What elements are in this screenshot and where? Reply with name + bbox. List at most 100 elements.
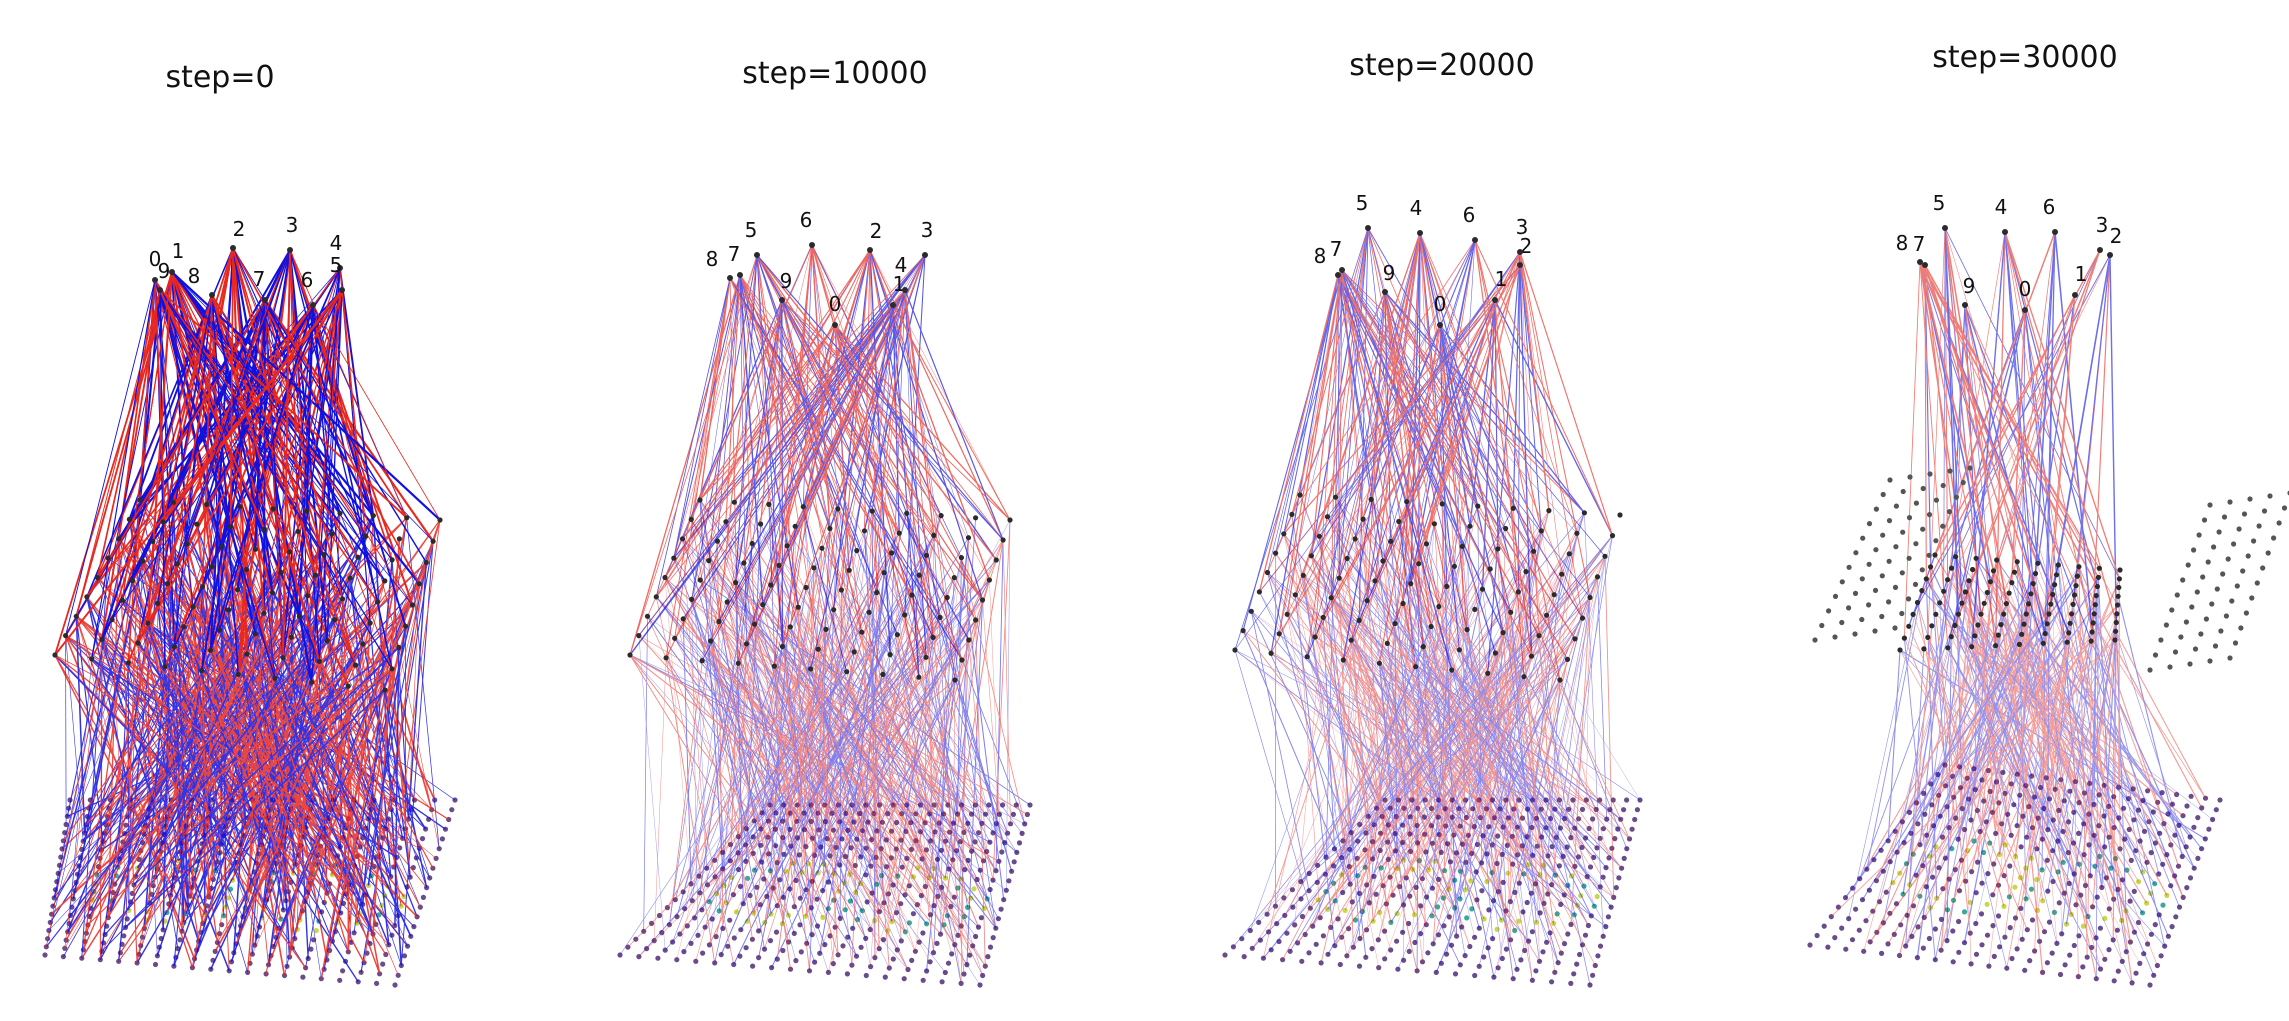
output-node	[2022, 307, 2028, 313]
hidden-node	[1392, 620, 1398, 627]
edge	[128, 294, 213, 520]
input-node	[1942, 855, 1948, 861]
edge	[210, 294, 321, 662]
edge	[869, 249, 1011, 521]
input-node	[340, 968, 346, 974]
input-node	[2096, 823, 2102, 829]
hidden-node	[1994, 557, 2000, 563]
input-node	[1222, 952, 1228, 958]
edge	[810, 668, 965, 917]
edge	[1520, 556, 1606, 960]
hidden-node	[1368, 496, 1374, 502]
hidden-node	[2249, 595, 2255, 601]
edge	[1270, 274, 1339, 654]
hidden-node	[2276, 520, 2282, 526]
input-node	[2148, 850, 2154, 856]
edge	[2005, 603, 2044, 973]
hidden-node	[1538, 528, 1544, 534]
input-node	[1897, 870, 1903, 876]
edge	[220, 546, 302, 846]
edge	[407, 562, 427, 820]
edge	[314, 574, 416, 801]
edge	[876, 289, 906, 593]
hidden-node	[1566, 551, 1572, 557]
hidden-node	[1893, 544, 1899, 550]
input-node	[727, 841, 734, 848]
input-node	[420, 894, 426, 901]
edge	[1862, 644, 2020, 900]
hidden-node	[252, 631, 258, 637]
edge	[2078, 566, 2088, 958]
hidden-node	[916, 674, 922, 680]
hidden-node	[1932, 552, 1938, 558]
hidden-node	[1376, 660, 1382, 666]
input-node	[1956, 949, 1962, 955]
input-node	[1942, 762, 1948, 768]
hidden-node	[370, 513, 376, 519]
edge	[1341, 521, 1399, 875]
hidden-node	[2071, 592, 2078, 598]
input-node	[858, 944, 864, 950]
input-node	[990, 935, 996, 941]
hidden-node	[1472, 606, 1478, 613]
hidden-node	[1852, 631, 1858, 637]
edge	[325, 513, 341, 828]
input-node	[1915, 924, 1921, 930]
input-node	[1904, 912, 1910, 918]
output-node	[310, 302, 316, 308]
edge	[1964, 304, 2096, 605]
edge	[944, 599, 983, 879]
input-node	[2161, 821, 2167, 827]
edge	[778, 565, 893, 922]
hidden-node	[1459, 543, 1465, 549]
edge	[1955, 556, 2081, 896]
edge	[326, 640, 415, 801]
input-node	[2029, 917, 2036, 923]
output-label-8: 8	[1896, 231, 1909, 255]
hidden-node	[287, 549, 293, 555]
output-label-5: 5	[745, 218, 758, 242]
edge	[904, 289, 935, 536]
edge	[892, 304, 920, 678]
edge	[1491, 556, 1606, 873]
input-node	[1621, 855, 1627, 862]
hidden-node	[973, 617, 979, 623]
edge	[751, 543, 958, 851]
input-node	[985, 954, 991, 960]
input-node	[1856, 927, 1862, 933]
edge	[1904, 637, 2135, 820]
edge	[171, 271, 367, 537]
input-node	[1896, 952, 1903, 959]
input-node	[2093, 976, 2099, 982]
edge	[702, 660, 1025, 825]
edge	[1927, 637, 2008, 969]
edge	[1912, 254, 2111, 615]
edge	[1442, 615, 1547, 899]
hidden-node	[2180, 577, 2186, 583]
hidden-node	[181, 624, 187, 630]
edge	[1311, 239, 1476, 556]
input-node	[1890, 880, 1896, 886]
input-node	[806, 968, 813, 974]
input-node	[2037, 938, 2043, 944]
edge	[159, 289, 266, 530]
input-node	[695, 932, 701, 938]
hidden-node	[965, 535, 972, 541]
input-node	[1880, 920, 1886, 926]
edge	[2044, 294, 2076, 634]
input-node	[1874, 929, 1880, 935]
hidden-node	[1993, 643, 1999, 649]
edge	[2024, 309, 2054, 595]
edge	[169, 670, 203, 896]
input-node	[672, 897, 678, 903]
input-node	[1893, 901, 1900, 907]
input-node	[971, 886, 977, 892]
edge	[629, 654, 986, 815]
edge	[714, 646, 783, 963]
input-node	[1944, 804, 1950, 810]
hidden-node	[1328, 595, 1334, 601]
input-node	[1957, 785, 1964, 791]
input-node	[2127, 939, 2133, 945]
output-node	[230, 245, 236, 251]
